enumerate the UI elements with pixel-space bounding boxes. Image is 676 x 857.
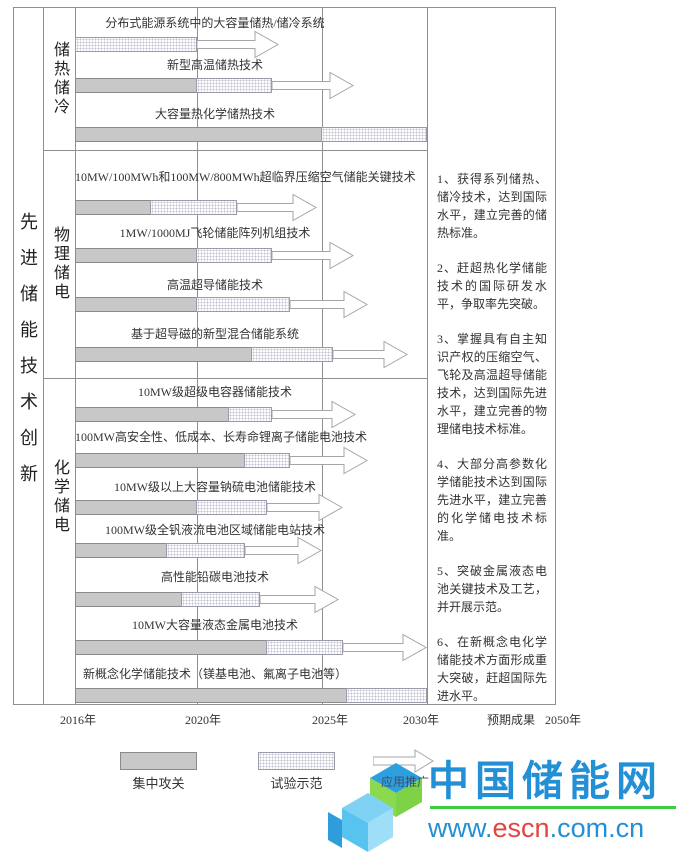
expected-result-item: 5、突破金属液态电池关键技术及工艺，并开展示范。 [437, 564, 547, 614]
axis-tick-label: 2025年 [311, 713, 349, 727]
promotion-arrow-icon [272, 241, 354, 270]
escn-logo-cubes-icon [328, 763, 422, 852]
tech-label: 10MW大容量液态金属电池技术 [132, 618, 298, 632]
category-thermal: 储热储冷 [43, 7, 75, 150]
axis-tick-label: 2020年 [184, 713, 222, 727]
bar-research-phase [75, 347, 252, 362]
bar-pilot-phase [181, 592, 260, 607]
tech-label: 1MW/1000MJ飞轮储能阵列机组技术 [119, 226, 311, 240]
bar-pilot-phase [251, 347, 333, 362]
bar-pilot-phase [196, 297, 290, 312]
legend-pilot-label: 试验示范 [270, 776, 323, 791]
tech-label: 新型高温储热技术 [166, 58, 263, 72]
promotion-arrow-icon [272, 71, 354, 100]
bar-pilot-phase [166, 543, 245, 558]
tech-label: 高温超导储能技术 [166, 278, 263, 292]
promotion-arrow-icon [245, 536, 322, 565]
bar-research-phase [75, 200, 151, 215]
tech-label: 大容量热化学储热技术 [154, 107, 275, 121]
expected-result-item: 4、大部分高参数化学储能技术达到国际先进水平，建立完善的化学储电技术标准。 [437, 457, 547, 543]
tech-label: 新概念化学储能技术（镁基电池、氟离子电池等） [82, 667, 347, 681]
category-chemical-label: 化学储电 [51, 458, 68, 535]
expected-results-panel: 1、获得系列储热、储冷技术，达到国际水平，建立完善的储热标准。 2、赶超热化学储能… [427, 7, 557, 705]
bar-pilot-phase [346, 688, 427, 703]
bar-research-phase [75, 297, 197, 312]
bar-research-phase [75, 78, 197, 93]
promotion-arrow-icon [272, 400, 356, 429]
legend-research-label: 集中攻关 [132, 776, 185, 791]
bar-pilot-phase [196, 500, 267, 515]
category-chemical: 化学储电 [43, 378, 75, 705]
url-escn: escn [492, 813, 550, 843]
tech-label: 10MW级以上大容量钠硫电池储能技术 [114, 480, 316, 494]
promotion-arrow-icon [197, 30, 279, 59]
url-www: www. [428, 813, 493, 843]
legend-promotion-label: 应用推广 [380, 775, 429, 789]
bar-research-phase [75, 127, 322, 142]
promotion-arrow-icon [290, 290, 368, 319]
page-title: 先进储能技术创新 [13, 7, 43, 705]
promotion-arrow-icon [260, 585, 339, 614]
tech-label: 分布式能源系统中的大容量储热/储冷系统 [105, 16, 325, 30]
site-name: 中国储能网 [428, 757, 676, 805]
category-physical: 物理储电 [43, 150, 75, 378]
promotion-arrow-icon [237, 193, 317, 222]
axis-tick-label: 2016年 [59, 713, 97, 727]
bar-pilot-phase [244, 453, 290, 468]
tech-label: 100MW级全钒液流电池区域储能电站技术 [105, 523, 325, 537]
column-divider [43, 7, 44, 705]
bar-research-phase [75, 592, 182, 607]
bar-pilot-phase [196, 248, 272, 263]
section-divider-2 [43, 378, 427, 379]
expected-result-item: 6、在新概念电化学储能技术方面形成重大突破，赶超国际先进水平。 [437, 635, 547, 703]
category-physical-label: 物理储电 [51, 226, 68, 302]
category-thermal-label: 储热储冷 [51, 40, 68, 117]
bar-pilot-phase [321, 127, 427, 142]
bar-pilot-phase [196, 78, 272, 93]
tech-label: 10MW/100MWh和100MW/800MWh超临界压缩空气储能关键技术 [75, 170, 416, 184]
outer-frame [13, 7, 556, 705]
bar-pilot-phase [75, 37, 197, 52]
bar-research-phase [75, 543, 167, 558]
site-name-text: 中国储能网 [428, 758, 663, 804]
bar-pilot-phase [266, 640, 343, 655]
tech-label: 10MW级超级电容器储能技术 [138, 385, 292, 399]
promotion-arrow-icon [290, 446, 368, 475]
site-url: www.escn.com.cn [428, 811, 676, 845]
url-domain: .com.cn [549, 813, 645, 843]
tech-label: 高性能铅碳电池技术 [160, 570, 269, 584]
axis-tick-label: 2050年 [544, 713, 582, 727]
bar-pilot-phase [150, 200, 237, 215]
gridline-2030 [427, 7, 428, 705]
legend-promotion-arrow-icon [373, 749, 434, 773]
bar-research-phase [75, 500, 197, 515]
bar-research-phase [75, 407, 229, 422]
axis-tick-label: 预期成果 [486, 713, 536, 727]
bar-research-phase [75, 688, 347, 703]
promotion-arrow-icon [343, 633, 427, 662]
promotion-arrow-icon [267, 493, 343, 522]
page-title-text: 先进储能技术创新 [18, 212, 38, 500]
bar-pilot-phase [228, 407, 272, 422]
bar-research-phase [75, 453, 245, 468]
bar-research-phase [75, 640, 267, 655]
axis-tick-label: 2030年 [402, 713, 440, 727]
tech-label: 基于超导磁的新型混合储能系统 [130, 327, 299, 341]
legend-pilot-swatch [258, 752, 335, 770]
expected-result-item: 2、赶超热化学储能技术的国际研发水平，争取率先突破。 [437, 261, 547, 311]
bar-research-phase [75, 248, 197, 263]
tech-label: 100MW高安全性、低成本、长寿命锂离子储能电池技术 [75, 430, 367, 444]
expected-result-item: 1、获得系列储热、储冷技术，达到国际水平，建立完善的储热标准。 [437, 172, 547, 240]
section-divider-1 [43, 150, 427, 151]
expected-result-item: 3、掌握具有自主知识产权的压缩空气、飞轮及高温超导储能技术，达到国际先进水平，建… [437, 332, 547, 436]
promotion-arrow-icon [333, 340, 408, 369]
logo-divider [430, 806, 676, 809]
legend-research-swatch [120, 752, 197, 770]
